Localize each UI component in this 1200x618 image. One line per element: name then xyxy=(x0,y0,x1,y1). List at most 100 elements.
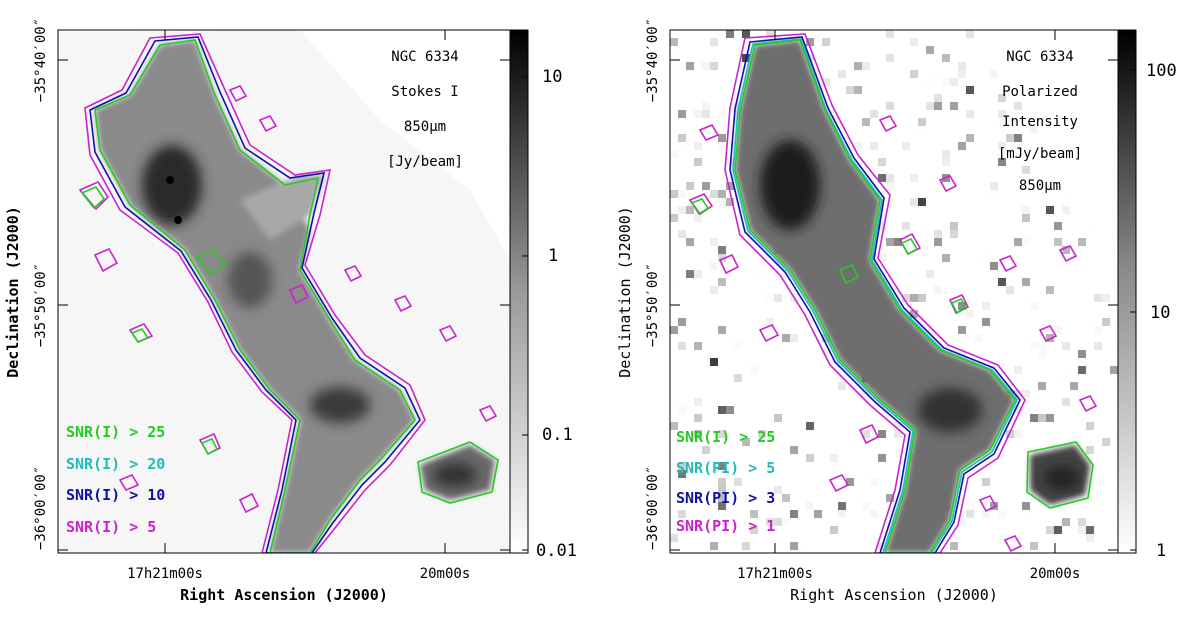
noise-pixel xyxy=(1022,166,1030,174)
noise-pixel xyxy=(998,158,1006,166)
cbar-left-tick-0: 10 xyxy=(542,67,562,87)
noise-pixel xyxy=(998,278,1006,286)
noise-pixel xyxy=(710,62,718,70)
noise-pixel xyxy=(694,110,702,118)
core-pi-3 xyxy=(1044,466,1080,490)
noise-pixel xyxy=(1022,214,1030,222)
noise-pixel xyxy=(774,518,782,526)
noise-pixel xyxy=(734,342,742,350)
noise-pixel xyxy=(1086,526,1094,534)
noise-pixel xyxy=(838,382,846,390)
noise-pixel xyxy=(966,510,974,518)
noise-pixel xyxy=(958,302,966,310)
core-pi-1 xyxy=(760,140,820,230)
point-source-2 xyxy=(174,216,182,224)
noise-pixel xyxy=(942,158,950,166)
noise-pixel xyxy=(1062,190,1070,198)
noise-pixel xyxy=(966,30,974,38)
noise-pixel xyxy=(990,262,998,270)
noise-pixel xyxy=(886,30,894,38)
noise-pixel xyxy=(1006,134,1014,142)
noise-pixel xyxy=(878,430,886,438)
noise-pixel xyxy=(886,54,894,62)
cbar-left-tick-2: 0.1 xyxy=(542,425,573,445)
noise-pixel xyxy=(678,318,686,326)
noise-pixel xyxy=(1062,374,1070,382)
noise-pixel xyxy=(1038,382,1046,390)
legend-left-0: SNR(I) > 25 xyxy=(66,423,165,441)
contour-pi1 xyxy=(724,33,1026,553)
noise-pixel xyxy=(838,70,846,78)
noise-pixel xyxy=(918,126,926,134)
core-mid xyxy=(228,252,272,308)
noise-pixel xyxy=(950,542,958,550)
noise-pixel xyxy=(686,182,694,190)
noise-pixel xyxy=(718,502,726,510)
noise-pixel xyxy=(766,30,774,38)
noise-pixel xyxy=(1094,342,1102,350)
noise-pixel xyxy=(1022,278,1030,286)
contour-snr5 xyxy=(84,33,426,553)
noise-pixel xyxy=(950,78,958,86)
noise-pixel xyxy=(750,366,758,374)
noise-pixel xyxy=(694,342,702,350)
noise-pixel xyxy=(902,222,910,230)
noise-pixel xyxy=(686,270,694,278)
noise-pixel xyxy=(854,62,862,70)
noise-pixel xyxy=(998,94,1006,102)
noise-pixel xyxy=(990,182,998,190)
noise-pixel xyxy=(694,158,702,166)
noise-pixel xyxy=(702,102,710,110)
filament-spur-east xyxy=(240,175,325,240)
noise-pixel xyxy=(718,142,726,150)
noise-pixel xyxy=(742,30,750,38)
noise-pixel xyxy=(1078,350,1086,358)
core-clump-east xyxy=(433,463,477,487)
xtick-right-0: 17h21m00s xyxy=(737,566,813,582)
xtick-right-1: 20m00s xyxy=(1030,566,1081,582)
ytick-right-2: −36°00′00″ xyxy=(645,466,661,550)
noise-pixel xyxy=(678,142,686,150)
ytick-left-2: −36°00′00″ xyxy=(33,466,49,550)
contour-snr25 xyxy=(94,39,416,553)
noise-pixel xyxy=(694,142,702,150)
noise-pixel xyxy=(702,62,710,70)
noise-pixel xyxy=(694,430,702,438)
noise-pixel xyxy=(1078,526,1086,534)
noise-pixel xyxy=(1054,222,1062,230)
noise-pixel xyxy=(774,294,782,302)
noise-pixel xyxy=(990,502,998,510)
noise-pixel xyxy=(886,174,894,182)
noise-pixel xyxy=(718,462,726,470)
noise-pixel xyxy=(686,238,694,246)
noise-pixel xyxy=(950,222,958,230)
noise-pixel xyxy=(974,334,982,342)
noise-pixel xyxy=(1086,446,1094,454)
noise-pixel xyxy=(854,86,862,94)
noise-pixel xyxy=(982,510,990,518)
noise-pixel xyxy=(910,310,918,318)
noise-pixel xyxy=(822,78,830,86)
ytick-left-1: −35°50′00″ xyxy=(33,263,49,347)
noise-pixel xyxy=(726,406,734,414)
noise-pixel xyxy=(958,142,966,150)
annot-right-4: 850μm xyxy=(1019,178,1061,194)
noise-pixel xyxy=(710,238,718,246)
noise-pixel xyxy=(678,462,686,470)
noise-pixel xyxy=(966,310,974,318)
noise-pixel xyxy=(1038,414,1046,422)
noise-pixel xyxy=(878,222,886,230)
core-pi-2 xyxy=(918,388,982,432)
noise-pixel xyxy=(758,430,766,438)
noise-pixel xyxy=(966,110,974,118)
noise-pixel xyxy=(1030,302,1038,310)
noise-pixel xyxy=(838,502,846,510)
noise-pixel xyxy=(702,110,710,118)
noise-pixel xyxy=(694,414,702,422)
noise-pixel xyxy=(958,62,966,70)
noise-pixel xyxy=(678,230,686,238)
noise-pixel xyxy=(926,270,934,278)
noise-pixel xyxy=(694,398,702,406)
noise-pixel xyxy=(894,430,902,438)
noise-pixel xyxy=(942,54,950,62)
